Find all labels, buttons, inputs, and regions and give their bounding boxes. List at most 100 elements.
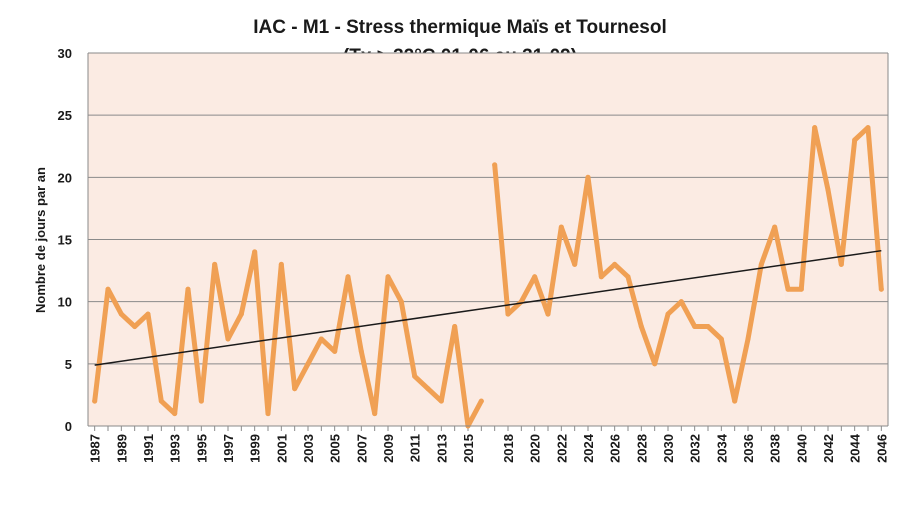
trend-line	[94, 249, 882, 366]
x-tick-label: 2020	[528, 434, 543, 463]
x-tick-label: 2018	[501, 434, 516, 463]
y-tick-label: 15	[58, 233, 72, 248]
data-point	[718, 336, 724, 342]
data-point	[185, 286, 191, 292]
data-point	[638, 324, 644, 330]
x-tick-label: 2042	[821, 434, 836, 463]
data-point	[665, 311, 671, 317]
data-point	[492, 162, 498, 168]
chart-title: IAC - M1 - Stress thermique Maïs et Tour…	[253, 17, 667, 38]
plot-area: 0 5 10 15 20 25 30 1987 1989 1991 1993 1995 1997 1999…	[58, 46, 890, 463]
x-tick-label: 1997	[221, 434, 236, 463]
y-tick-label: 10	[58, 295, 72, 310]
x-tick-label: 2003	[301, 434, 316, 463]
data-point	[105, 286, 111, 292]
data-point	[385, 274, 391, 280]
x-tick-label: 2001	[274, 434, 289, 463]
data-point	[452, 324, 458, 330]
data-point	[92, 398, 98, 404]
data-point	[585, 174, 591, 180]
data-point	[252, 249, 258, 255]
data-point	[425, 386, 431, 392]
data-point	[358, 348, 364, 354]
y-tick-label: 20	[58, 170, 72, 185]
data-point	[852, 137, 858, 143]
x-tick-label: 2028	[634, 434, 649, 463]
data-point	[332, 348, 338, 354]
data-point	[318, 336, 324, 342]
y-tick-label: 25	[58, 108, 72, 123]
x-tick-label: 1999	[248, 434, 263, 463]
data-point	[692, 324, 698, 330]
x-tick-label: 2015	[461, 434, 476, 463]
data-point	[345, 274, 351, 280]
x-tick-label: 2013	[434, 434, 449, 463]
x-tick-label: 2005	[328, 434, 343, 463]
x-tick-label: 2032	[688, 434, 703, 463]
data-point	[678, 299, 684, 305]
data-point	[612, 261, 618, 267]
data-point	[812, 125, 818, 131]
data-point	[745, 336, 751, 342]
x-tick-label: 2034	[714, 433, 729, 463]
data-point	[198, 398, 204, 404]
data-point	[825, 187, 831, 193]
x-tick-label: 2044	[848, 433, 863, 463]
data-point	[625, 274, 631, 280]
data-point	[865, 125, 871, 131]
data-point	[798, 286, 804, 292]
x-tick-label: 2026	[608, 434, 623, 463]
x-tick-label: 2040	[794, 434, 809, 463]
x-tick-label: 1989	[114, 434, 129, 463]
y-tick-label: 5	[65, 357, 72, 372]
x-tick-label: 1991	[141, 434, 156, 463]
data-point	[158, 398, 164, 404]
data-point	[238, 311, 244, 317]
series-line	[492, 125, 884, 404]
data-point	[652, 361, 658, 367]
data-point	[772, 224, 778, 230]
data-point	[838, 261, 844, 267]
data-point	[212, 261, 218, 267]
data-point	[292, 386, 298, 392]
x-tick-label: 2022	[554, 434, 569, 463]
x-tick-label: 1995	[194, 434, 209, 463]
x-tick-label: 2011	[408, 434, 423, 462]
y-tick-label: 0	[65, 419, 72, 434]
data-point	[785, 286, 791, 292]
data-point	[598, 274, 604, 280]
data-point	[118, 311, 124, 317]
data-point	[878, 286, 884, 292]
x-tick-label: 2030	[661, 434, 676, 463]
x-tick-label: 2036	[741, 434, 756, 463]
y-axis-label: Nombre de jours par an	[33, 167, 48, 313]
data-point	[145, 311, 151, 317]
x-tick-label: 1993	[168, 434, 183, 463]
x-tick-label: 1987	[88, 434, 103, 463]
x-tick-label: 2046	[874, 434, 889, 463]
data-point	[438, 398, 444, 404]
data-point	[398, 299, 404, 305]
data-point	[572, 261, 578, 267]
x-tick-label: 2007	[354, 434, 369, 463]
data-point	[505, 311, 511, 317]
data-point	[305, 361, 311, 367]
data-point	[532, 274, 538, 280]
data-point	[265, 411, 271, 417]
y-tick-label: 30	[58, 46, 72, 61]
data-point	[225, 336, 231, 342]
x-tick-label: 2009	[381, 434, 396, 463]
data-point	[732, 398, 738, 404]
data-point	[758, 261, 764, 267]
series-line	[92, 249, 484, 429]
data-point	[545, 311, 551, 317]
data-point	[558, 224, 564, 230]
data-point	[372, 411, 378, 417]
data-point	[412, 373, 418, 379]
x-tick-label: 2038	[768, 434, 783, 463]
data-point	[705, 324, 711, 330]
data-point	[278, 261, 284, 267]
data-point	[478, 398, 484, 404]
